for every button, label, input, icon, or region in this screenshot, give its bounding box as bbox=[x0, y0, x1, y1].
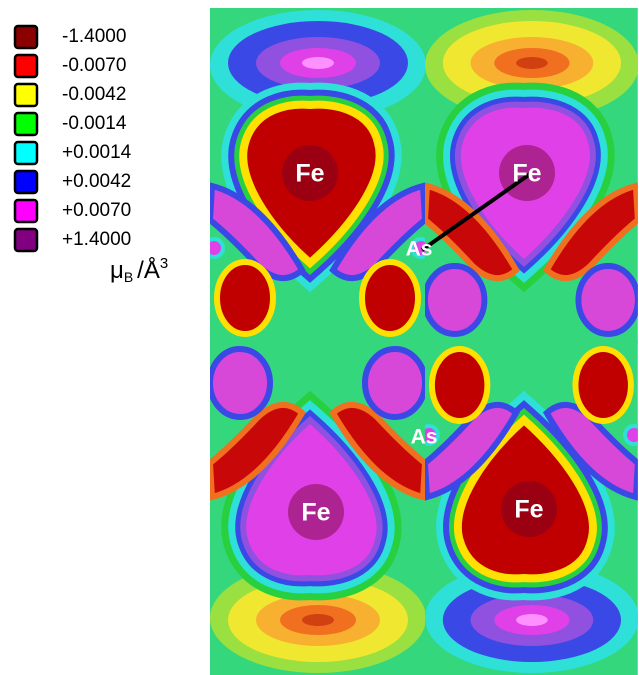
legend-swatch bbox=[15, 229, 37, 251]
legend-swatch bbox=[15, 142, 37, 164]
legend-swatch bbox=[15, 55, 37, 77]
atom-label: As bbox=[411, 426, 438, 449]
legend-label: +0.0070 bbox=[62, 200, 131, 221]
legend-swatch bbox=[15, 200, 37, 222]
atom-label: Fe bbox=[512, 160, 541, 188]
legend: -1.4000 -0.0070 -0.0042 -0.0014 +0.0014 +0.00… bbox=[15, 26, 132, 251]
atom-label: Fe bbox=[295, 160, 324, 188]
legend-label: +1.4000 bbox=[62, 229, 131, 250]
atom-label: Fe bbox=[301, 499, 330, 527]
legend-swatch bbox=[15, 113, 37, 135]
unit-superscript: 3 bbox=[160, 255, 168, 272]
figure: Fe Fe As As Fe Fe -1.4000-0.0070-0.0042-… bbox=[0, 0, 639, 675]
legend-label: +0.0042 bbox=[62, 171, 131, 192]
unit-slash: /Å bbox=[137, 256, 160, 284]
legend-label: -0.0014 bbox=[62, 113, 127, 134]
atom-label: As bbox=[406, 238, 433, 261]
legend-swatch bbox=[15, 26, 37, 48]
page: {"legend": {"entries": [ {"label": "-1.4… bbox=[0, 0, 639, 675]
legend-label: -0.0070 bbox=[62, 55, 126, 76]
legend-label: +0.0014 bbox=[62, 142, 132, 163]
unit-label: μB/Å3 bbox=[110, 255, 168, 285]
unit-subscript: B bbox=[124, 269, 133, 285]
legend-swatch bbox=[15, 84, 37, 106]
unit-symbol: μ bbox=[110, 257, 124, 284]
legend-label: -1.4000 bbox=[62, 26, 126, 47]
legend-label: -0.0042 bbox=[62, 84, 126, 105]
legend-swatch bbox=[15, 171, 37, 193]
spin-density-map bbox=[205, 8, 639, 675]
atom-label: Fe bbox=[514, 496, 543, 524]
